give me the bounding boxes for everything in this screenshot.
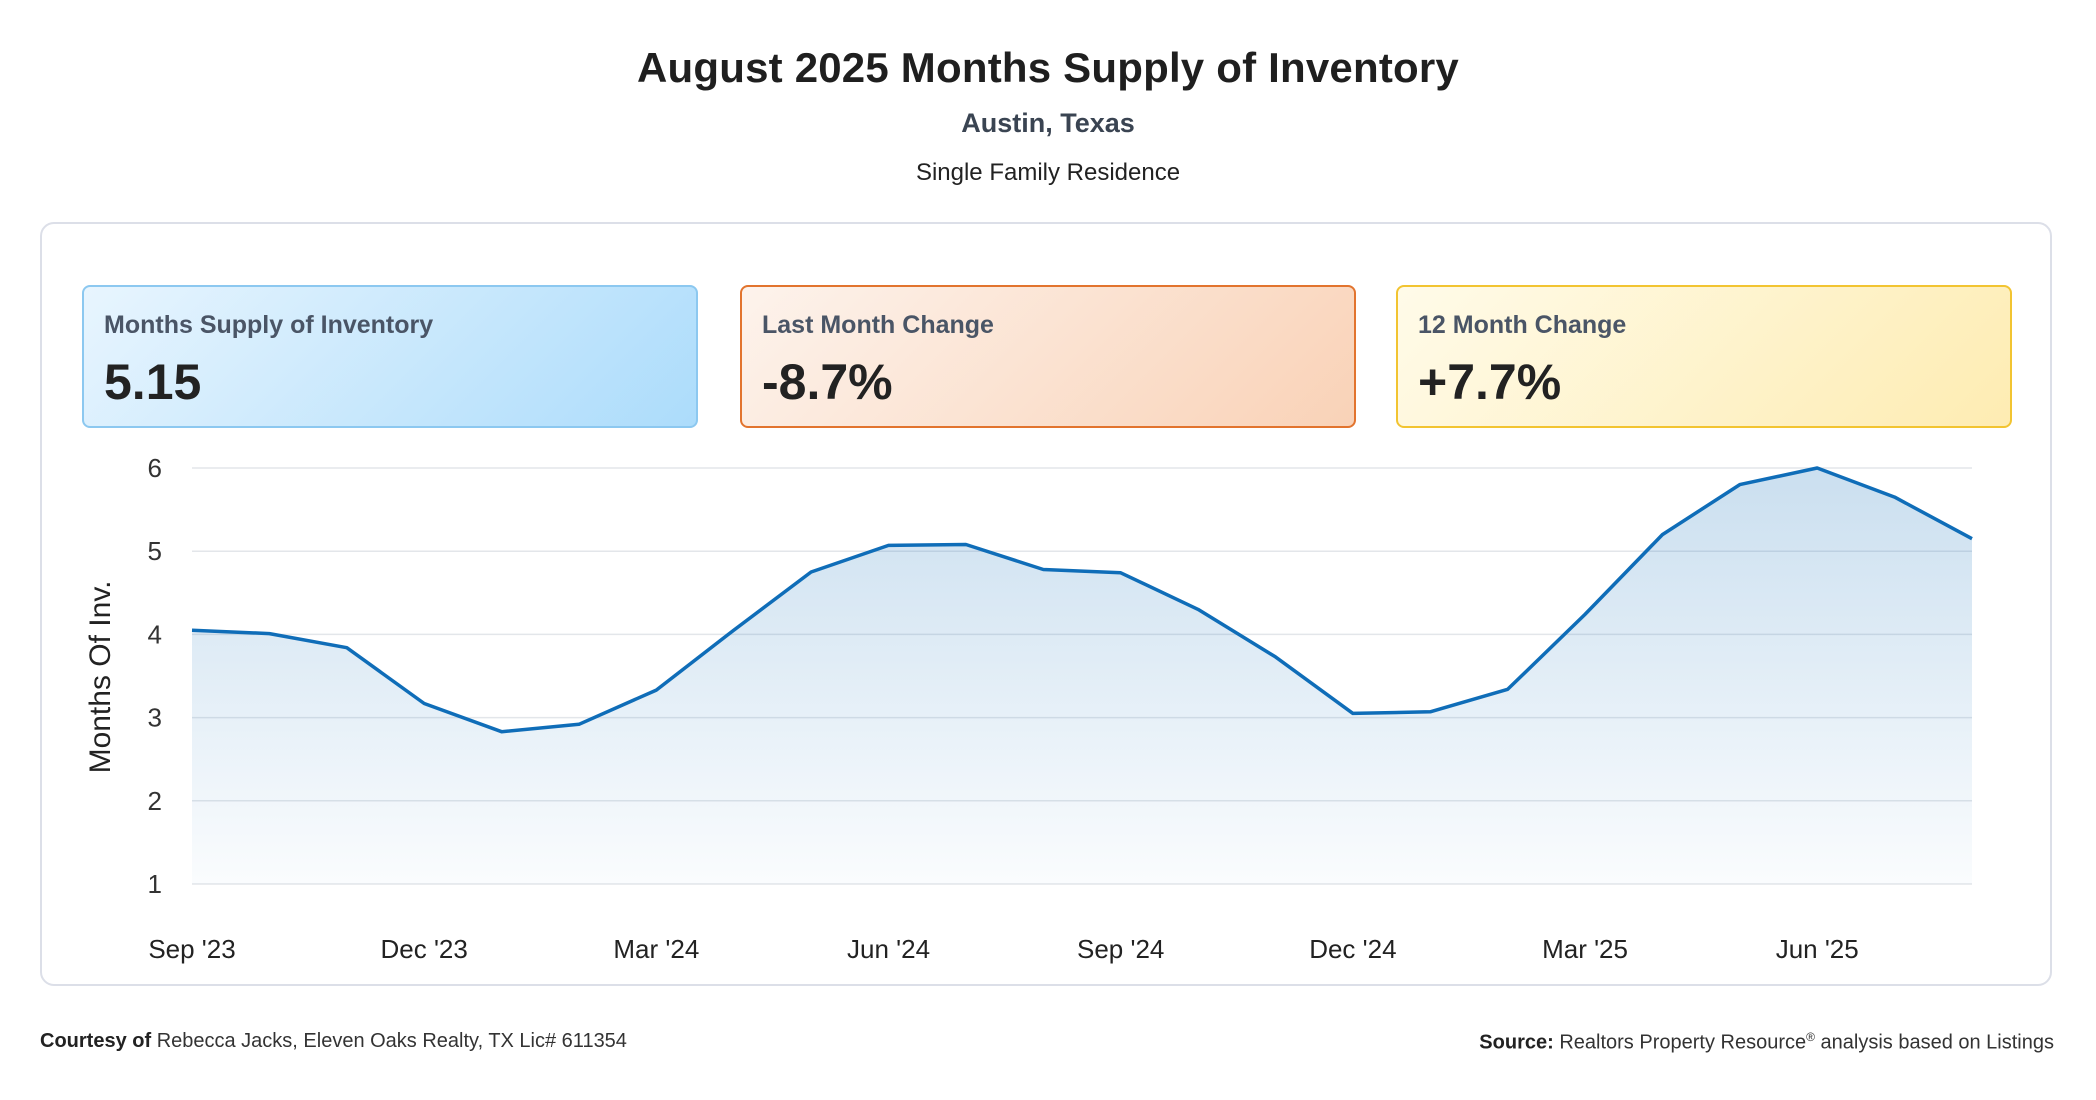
y-axis-label: Months Of Inv.	[84, 581, 117, 774]
stat-card-value: 5.15	[104, 354, 202, 410]
series-line	[191, 466, 1973, 734]
x-tick-label: Sep '24	[1077, 934, 1164, 964]
location-subtitle: Austin, Texas	[961, 108, 1135, 138]
registered-mark: ®	[1806, 1030, 1815, 1044]
y-tick-label: 6	[148, 453, 162, 483]
stat-card-months-supply: Months Supply of Inventory 5.15	[82, 285, 698, 428]
y-tick-label: 5	[148, 536, 162, 566]
stat-card-12-month-change: 12 Month Change +7.7%	[1396, 285, 2012, 428]
x-tick-label: Mar '24	[613, 934, 699, 964]
courtesy-footer: Courtesy of Rebecca Jacks, Eleven Oaks R…	[40, 1030, 627, 1053]
x-tick-label: Dec '24	[1309, 934, 1396, 964]
stat-card-label: 12 Month Change	[1418, 311, 1627, 339]
x-tick-label: Sep '23	[148, 934, 235, 964]
x-tick-label: Mar '25	[1542, 934, 1628, 964]
stat-card-label: Months Supply of Inventory	[104, 311, 434, 339]
x-tick-label: Jun '24	[847, 934, 930, 964]
x-tick-label: Jun '25	[1776, 934, 1859, 964]
courtesy-text: Rebecca Jacks, Eleven Oaks Realty, TX Li…	[156, 1030, 627, 1052]
y-tick-label: 4	[148, 619, 162, 649]
courtesy-label: Courtesy of	[40, 1030, 152, 1052]
source-label: Source:	[1479, 1031, 1554, 1054]
source-text: Realtors Property Resource	[1559, 1031, 1807, 1054]
y-tick-label: 1	[148, 869, 162, 899]
series-area	[192, 468, 1972, 884]
source-footer: Source: Realtors Property Resource® anal…	[1479, 1030, 2054, 1055]
stat-card-value: -8.7%	[762, 354, 893, 410]
page-title: August 2025 Months Supply of Inventory	[636, 44, 1459, 91]
y-tick-label: 3	[148, 703, 162, 733]
property-type-subtitle: Single Family Residence	[915, 159, 1181, 186]
y-axis-ticks: 1 2 3 4 5 6	[148, 453, 162, 899]
source-suffix: analysis based on Listings	[1820, 1031, 2054, 1054]
stat-card-label: Last Month Change	[762, 311, 994, 339]
x-tick-label: Dec '23	[381, 934, 468, 964]
stat-card-value: +7.7%	[1418, 354, 1562, 410]
stat-card-last-month-change: Last Month Change -8.7%	[740, 285, 1356, 428]
x-axis-ticks: Sep '23 Dec '23 Mar '24 Jun '24 Sep '24 Dec '…	[148, 934, 1858, 964]
y-tick-label: 2	[148, 786, 162, 816]
